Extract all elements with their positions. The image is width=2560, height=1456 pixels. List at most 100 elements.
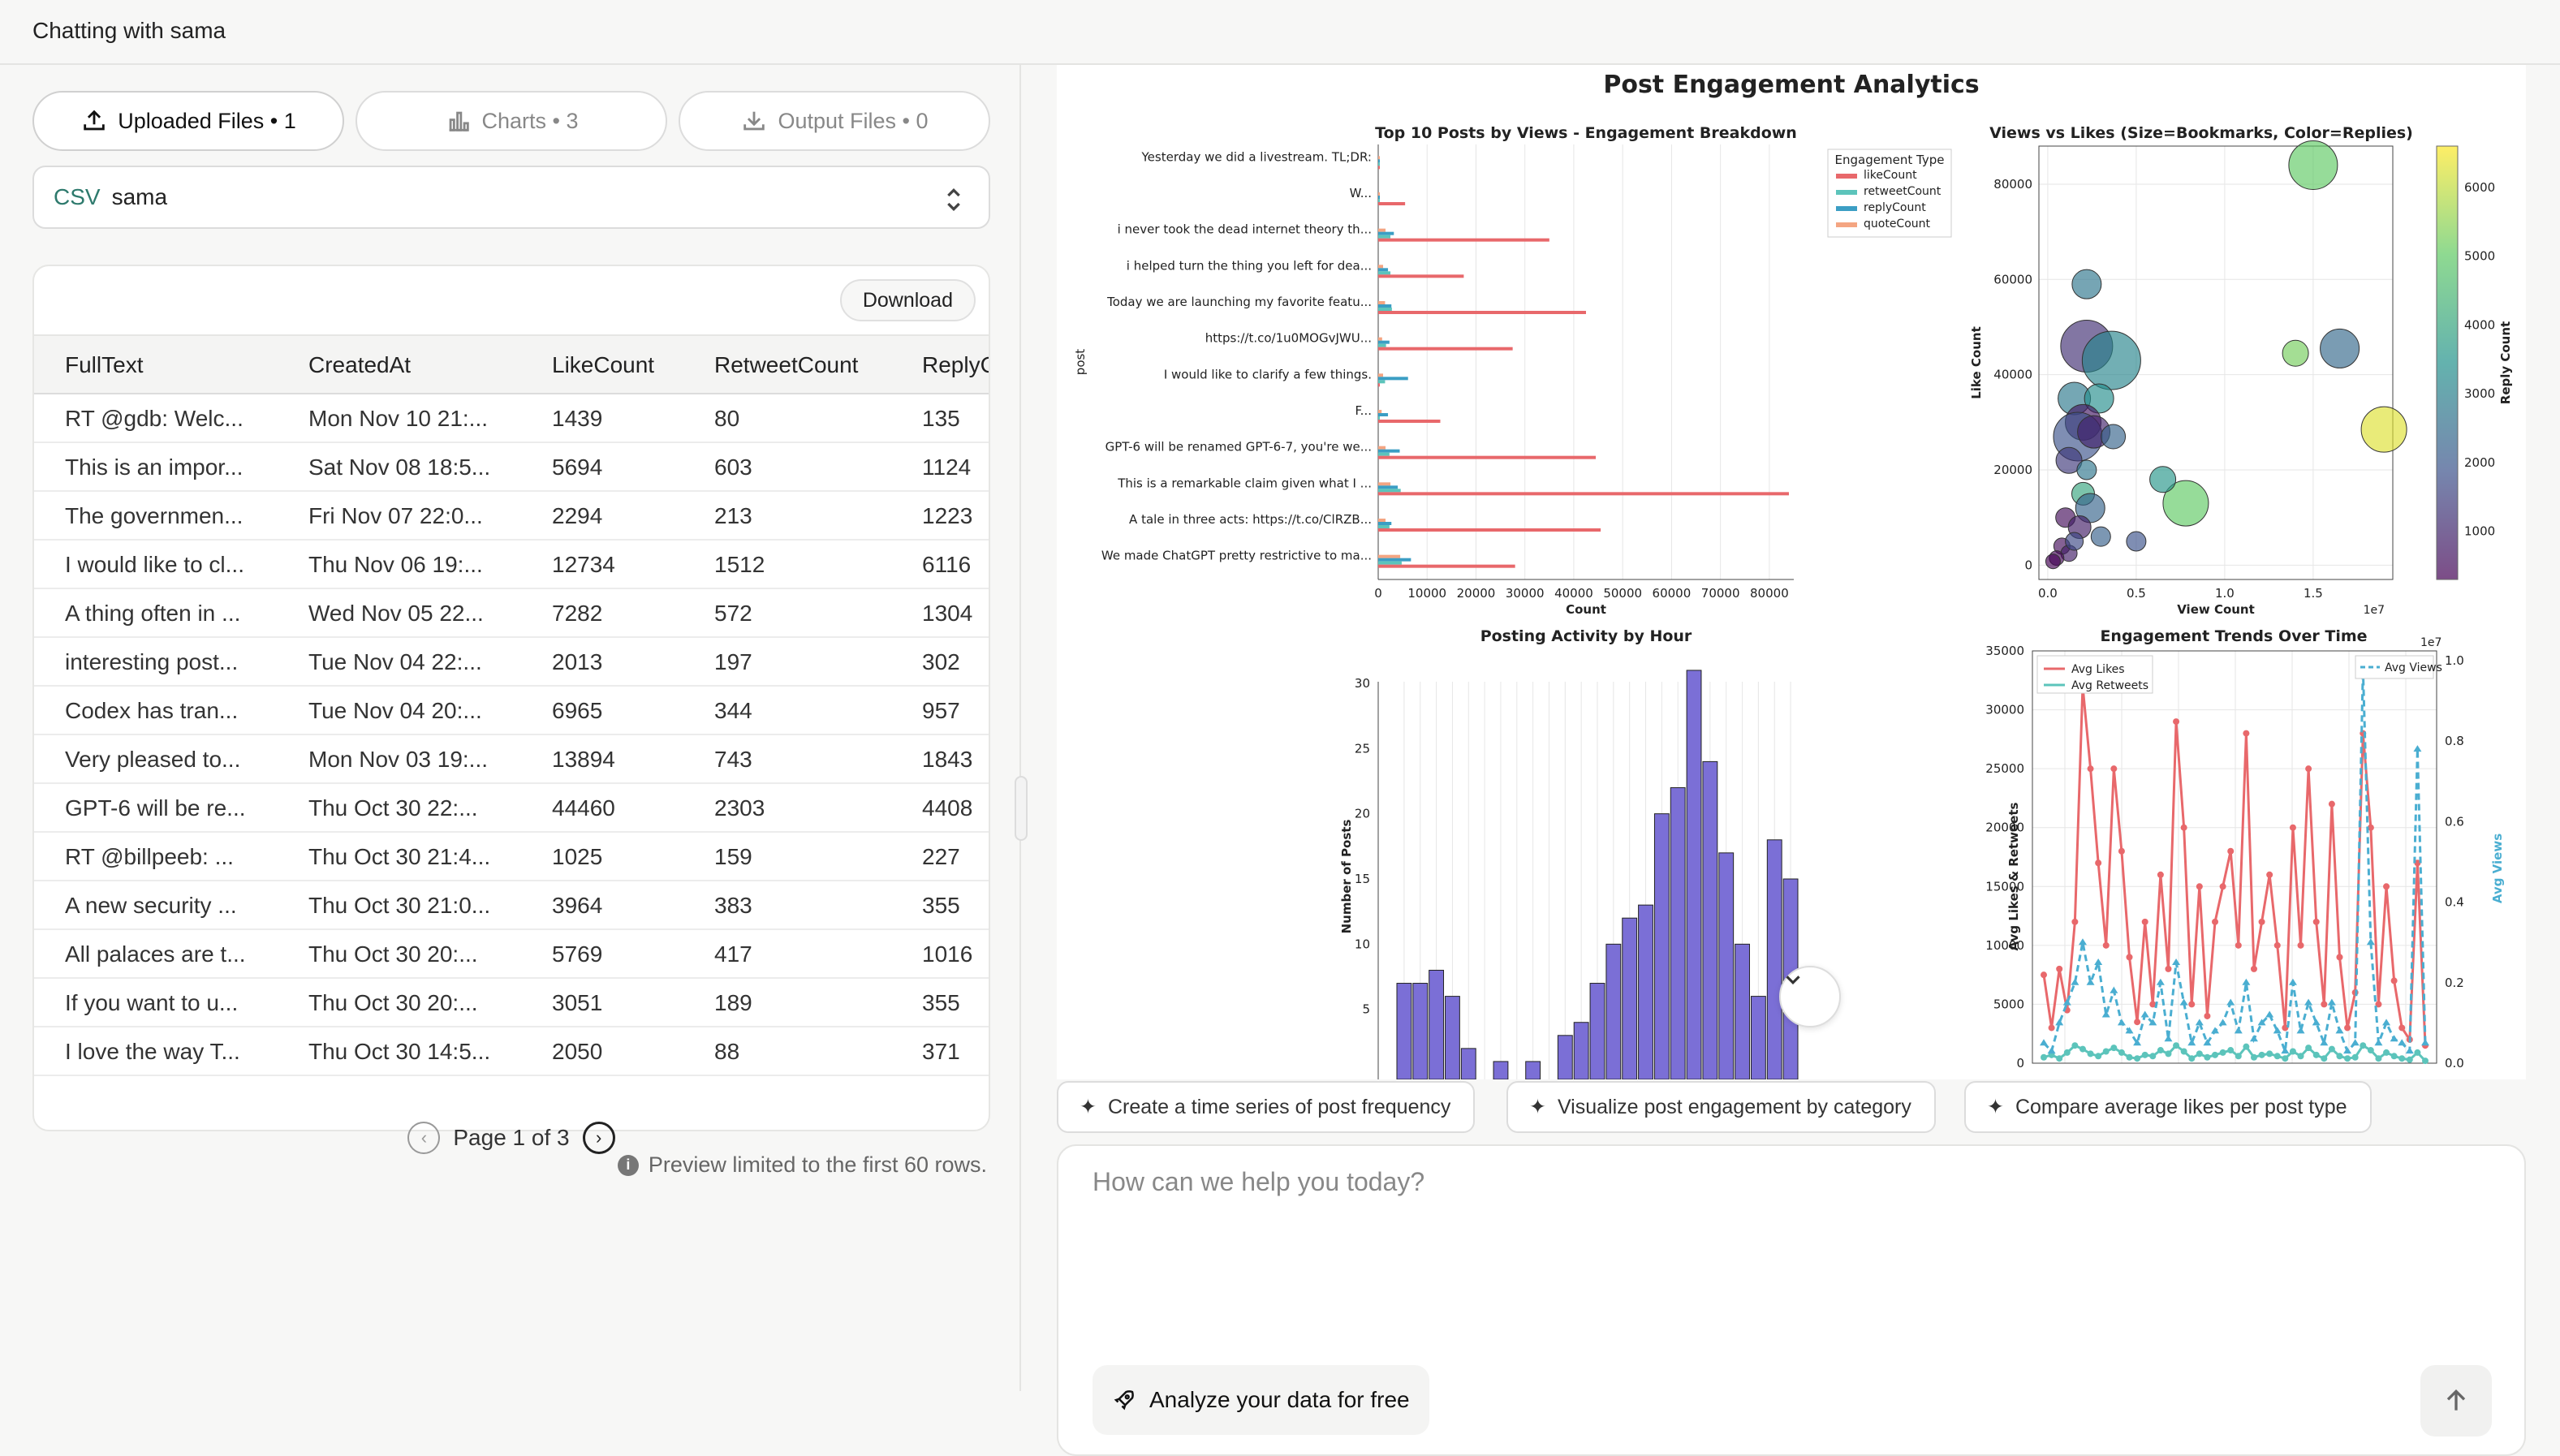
table-cell: interesting post... [65,649,239,674]
series-marker [2297,941,2304,949]
suggestion-chip[interactable]: ✦ Compare average likes per post type [1964,1081,2372,1133]
y-tick-label: We made ChatGPT pretty restrictive to ma… [1101,549,1372,563]
series-marker [2055,1019,2064,1026]
chart-title: Top 10 Posts by Views - Engagement Break… [1375,124,1797,142]
x-tick-label: 70000 [1701,586,1740,601]
series-marker [2071,1042,2079,1049]
column-header[interactable]: RetweetCount [714,352,859,377]
series-marker [2227,847,2235,855]
chat-composer[interactable]: How can we help you today? Analyze your … [1057,1144,2526,1456]
y-tick-label: GPT-6 will be renamed GPT-6-7, you're we… [1105,440,1372,454]
table-row[interactable]: This is an impor... Sat Nov 08 18:5... 569… [34,443,989,492]
series-marker [2086,978,2095,985]
series-marker [2249,1035,2258,1042]
table-cell: 44460 [552,795,615,821]
series-marker [2117,1019,2126,1026]
x-tick-label: 0 [1374,586,1382,601]
bar [1653,813,1670,1079]
suggestion-chip[interactable]: ✦ Visualize post engagement by category [1506,1081,1936,1133]
y2-tick-label: 1.0 [2445,653,2464,668]
next-page-icon[interactable]: › [582,1122,615,1154]
table-cell: RT @billpeeb: ... [65,844,234,869]
series-marker [2351,1039,2360,1046]
series-marker [2422,1058,2429,1065]
series-marker [2367,1047,2374,1054]
series-marker [2398,1039,2407,1046]
column-header[interactable]: FullText [65,352,144,377]
column-header[interactable]: CreatedAt [308,352,412,377]
series-marker [2187,1039,2196,1046]
series-marker [2305,765,2312,773]
scatter-point [2071,269,2102,299]
suggestion-text: Create a time series of post frequency [1107,1095,1451,1118]
bar [1378,231,1394,235]
table-row[interactable]: I love the way T... Thu Oct 30 14:5... 205… [34,1027,989,1076]
table-row[interactable]: If you want to u... Thu Oct 30 20:... 3051… [34,979,989,1027]
table-cell: 743 [714,747,752,772]
column-header[interactable]: ReplyC [922,352,990,377]
tab-uploaded-files[interactable]: Uploaded Files • 1 [32,91,344,151]
series-marker [2196,1050,2203,1058]
table-row[interactable]: A thing often in ... Wed Nov 05 22... 7282… [34,589,989,638]
download-button[interactable]: Download [839,279,976,321]
y-tick-label: 0 [2024,558,2032,572]
series-marker [2344,1024,2351,1032]
series-marker [2041,1053,2047,1061]
bar [1702,760,1718,1079]
bar [1378,268,1389,272]
bar [1686,670,1702,1079]
prev-page-icon[interactable]: ‹ [407,1122,441,1154]
analyze-free-button[interactable]: Analyze your data for free [1093,1365,1429,1435]
table-row[interactable]: RT @billpeeb: ... Thu Oct 30 21:4... 1025 1… [34,833,989,881]
y-tick-label: W... [1350,186,1372,200]
resize-handle[interactable] [1015,776,1028,841]
series-marker [2126,1053,2133,1061]
table-row[interactable]: Very pleased to... Mon Nov 03 19:... 13894… [34,735,989,784]
tab-output-files[interactable]: Output Files • 0 [679,91,990,151]
tab-charts[interactable]: Charts • 3 [356,91,667,151]
table-row[interactable]: GPT-6 will be re... Thu Oct 30 22:... 4446… [34,784,989,833]
table-row[interactable]: I would like to cl... Thu Nov 06 19:... 12… [34,541,989,589]
series-marker [2414,859,2421,867]
column-header[interactable]: LikeCount [552,352,655,377]
series-marker [2321,1055,2328,1062]
series-marker [2164,1035,2173,1042]
table-row[interactable]: interesting post... Tue Nov 04 22:... 2013… [34,638,989,687]
table-row[interactable]: Codex has tran... Tue Nov 04 20:... 6965 34… [34,687,989,735]
bar [1493,1061,1509,1079]
table-row[interactable]: The governmen... Fri Nov 07 22:0... 2294 21… [34,492,989,541]
table-cell: Thu Oct 30 21:0... [308,893,491,918]
file-select[interactable]: CSV sama [32,166,990,229]
bar [1378,522,1392,525]
table-row[interactable]: RT @gdb: Welc... Mon Nov 10 21:... 1439 80 1… [34,394,989,443]
x-tick-label: 0.5 [2127,586,2146,601]
series-marker [2125,1027,2134,1034]
series-marker [2250,965,2257,972]
scatter-point [2065,532,2084,551]
x-axis-multiplier: 1e7 [2364,604,2385,617]
y-tick-label: Today we are launching my favorite featu… [1106,295,1372,309]
message-input[interactable]: How can we help you today? [1093,1167,1425,1196]
colorbar-tick-label: 6000 [2464,180,2495,195]
table-row[interactable]: All palaces are t... Thu Oct 30 20:... 576… [34,930,989,979]
bar [1378,311,1586,314]
scroll-down-button[interactable] [1779,966,1841,1027]
table-cell: 2013 [552,649,603,674]
series-marker [2133,1039,2142,1046]
series-marker [2344,1055,2351,1062]
table-cell: 355 [922,893,960,918]
panel-tabs: Uploaded Files • 1 Charts • 3 Output Fil… [32,91,990,151]
legend-swatch [1836,174,1857,179]
y-tick-label: A tale in three acts: https://t.co/ClRZB… [1129,512,1372,527]
bar [1750,996,1766,1079]
legend-label: likeCount [1864,169,1917,182]
series-marker [2173,1042,2180,1049]
series-marker [2305,1045,2312,1052]
suggestion-chip[interactable]: ✦ Create a time series of post frequency [1057,1081,1476,1133]
table-row[interactable]: A new security ... Thu Oct 30 21:0... 3964… [34,881,989,930]
series-marker [2188,1001,2196,1008]
series-marker [2157,871,2164,878]
send-button[interactable] [2420,1365,2492,1437]
series-marker [2304,998,2313,1006]
bar [1378,413,1389,416]
